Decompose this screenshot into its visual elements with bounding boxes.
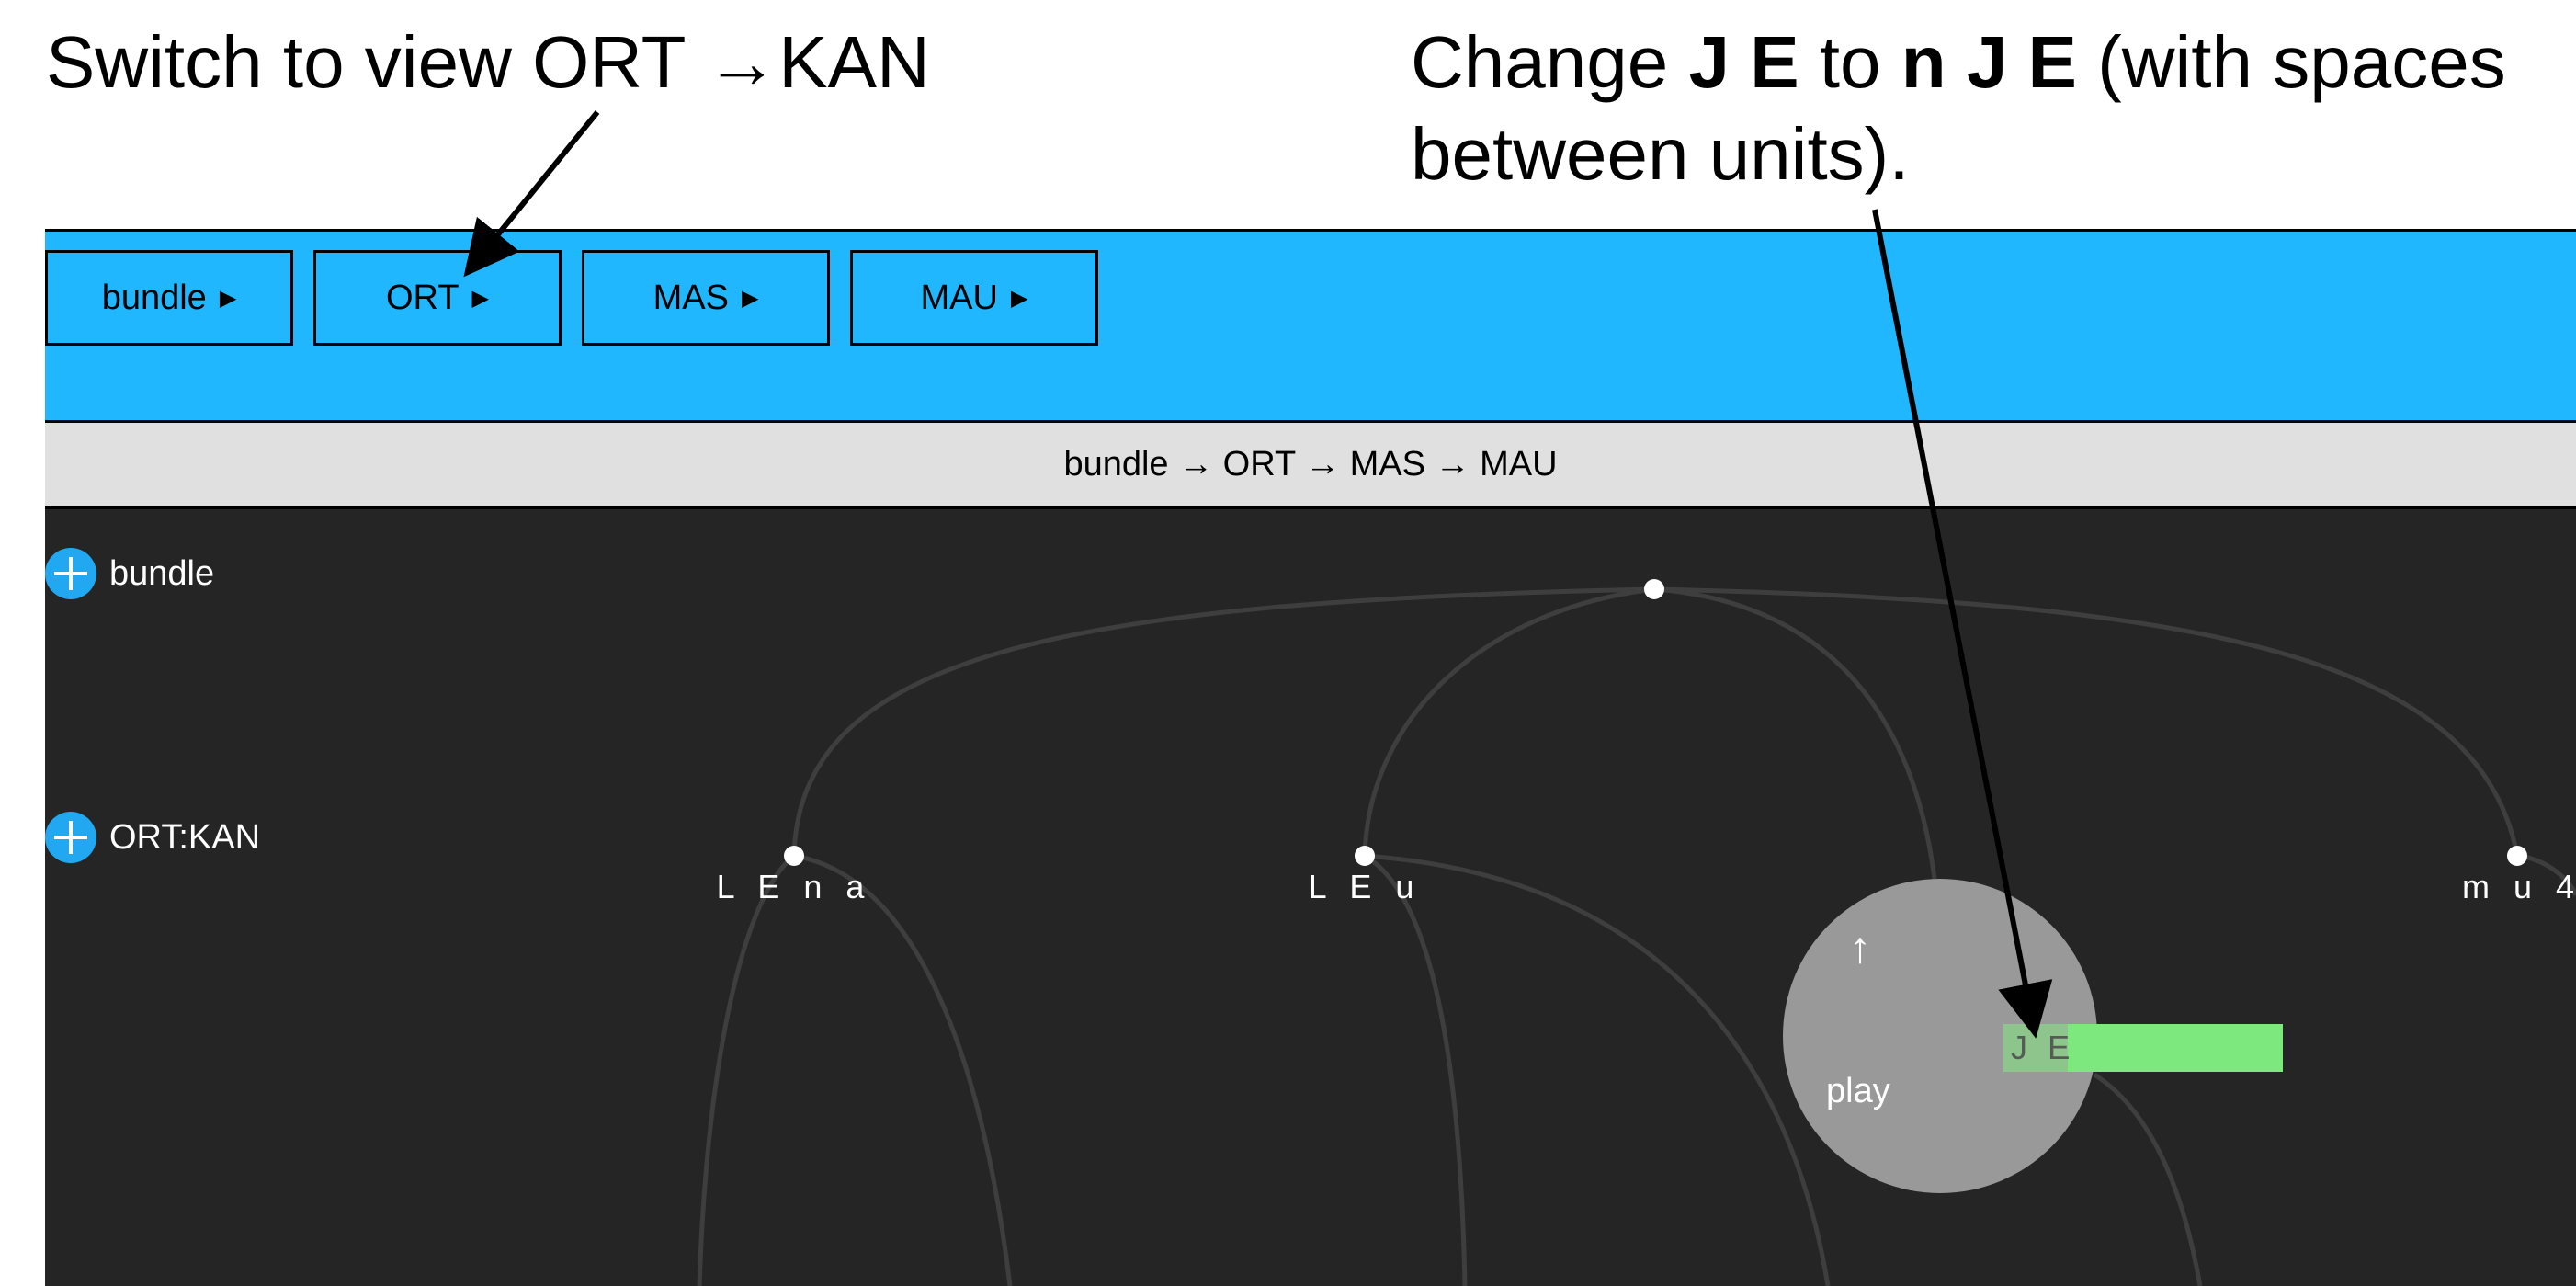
edge-je-child xyxy=(2093,1072,2203,1286)
node-root-dot xyxy=(1644,579,1664,599)
breadcrumb: bundle → ORT → MAS → MAU xyxy=(45,423,2576,509)
edge-root-lena xyxy=(791,586,1655,857)
instruction-change-label: Change J E to n J E (with spaces between… xyxy=(1411,17,2514,200)
level-button-bundle[interactable]: bundle ▶ xyxy=(45,250,293,346)
edge-root-mu4 xyxy=(1653,586,2520,857)
plus-icon[interactable] xyxy=(45,548,96,599)
level-button-label: ORT xyxy=(386,278,460,317)
hierarchy-edges xyxy=(697,579,2576,1286)
edge-lena-child2 xyxy=(793,853,1013,1286)
edge-root-je xyxy=(1653,586,1937,880)
level-button-mas[interactable]: MAS ▶ xyxy=(582,250,830,346)
edge-leu-child1 xyxy=(1363,853,1468,1286)
edge-leu-child2 xyxy=(1364,853,1831,1286)
tier-label-ort-kan: ORT:KAN xyxy=(45,810,260,865)
edge-root-leu xyxy=(1362,586,1655,857)
tier-label-text: ORT:KAN xyxy=(109,817,261,857)
up-arrow-icon[interactable]: ↑ xyxy=(1849,924,1871,973)
level-button-ort[interactable]: ORT ▶ xyxy=(313,250,562,346)
level-button-label: MAS xyxy=(653,278,729,317)
tier-label-bundle: bundle xyxy=(45,546,214,601)
caret-right-icon: ▶ xyxy=(1010,285,1028,311)
play-button[interactable]: play xyxy=(1826,1072,1890,1110)
node-label-leu[interactable]: L E u xyxy=(1308,868,1422,905)
node-mu4-dot xyxy=(2507,846,2527,866)
instruction-from: J E xyxy=(1688,21,1799,103)
node-label-mu4[interactable]: m u 4 xyxy=(2461,868,2576,905)
annotation-app: bundle ▶ ORT ▶ MAS ▶ MAU ▶ bundle → ORT → MA… xyxy=(45,229,2576,1286)
instruction-prefix: Change xyxy=(1411,21,1689,103)
level-button-label: MAU xyxy=(920,278,998,317)
level-button-mau[interactable]: MAU ▶ xyxy=(850,250,1098,346)
level-toolbar: bundle ▶ ORT ▶ MAS ▶ MAU ▶ xyxy=(45,229,2576,423)
node-label-input[interactable] xyxy=(2003,1024,2283,1072)
instruction-suffix: (with spaces between units). xyxy=(1411,21,2506,195)
caret-right-icon: ▶ xyxy=(219,285,237,311)
caret-right-icon: ▶ xyxy=(741,285,759,311)
node-lena-dot xyxy=(784,846,804,866)
tier-label-text: bundle xyxy=(109,553,215,593)
caret-right-icon: ▶ xyxy=(471,285,489,311)
node-label-lena[interactable]: L E n a xyxy=(716,868,872,905)
instruction-to: n J E xyxy=(1901,21,2077,103)
level-button-label: bundle xyxy=(101,278,207,317)
node-leu-dot xyxy=(1355,846,1375,866)
instruction-mid: to xyxy=(1799,21,1901,103)
plus-icon[interactable] xyxy=(45,812,96,863)
edge-lena-child1 xyxy=(697,854,796,1286)
instruction-switch-view: Switch to view ORT →KAN xyxy=(46,21,930,103)
hierarchy-canvas[interactable]: bundle ORT:KAN L E n a L E u m u 4 ↑ pla… xyxy=(45,509,2576,1286)
